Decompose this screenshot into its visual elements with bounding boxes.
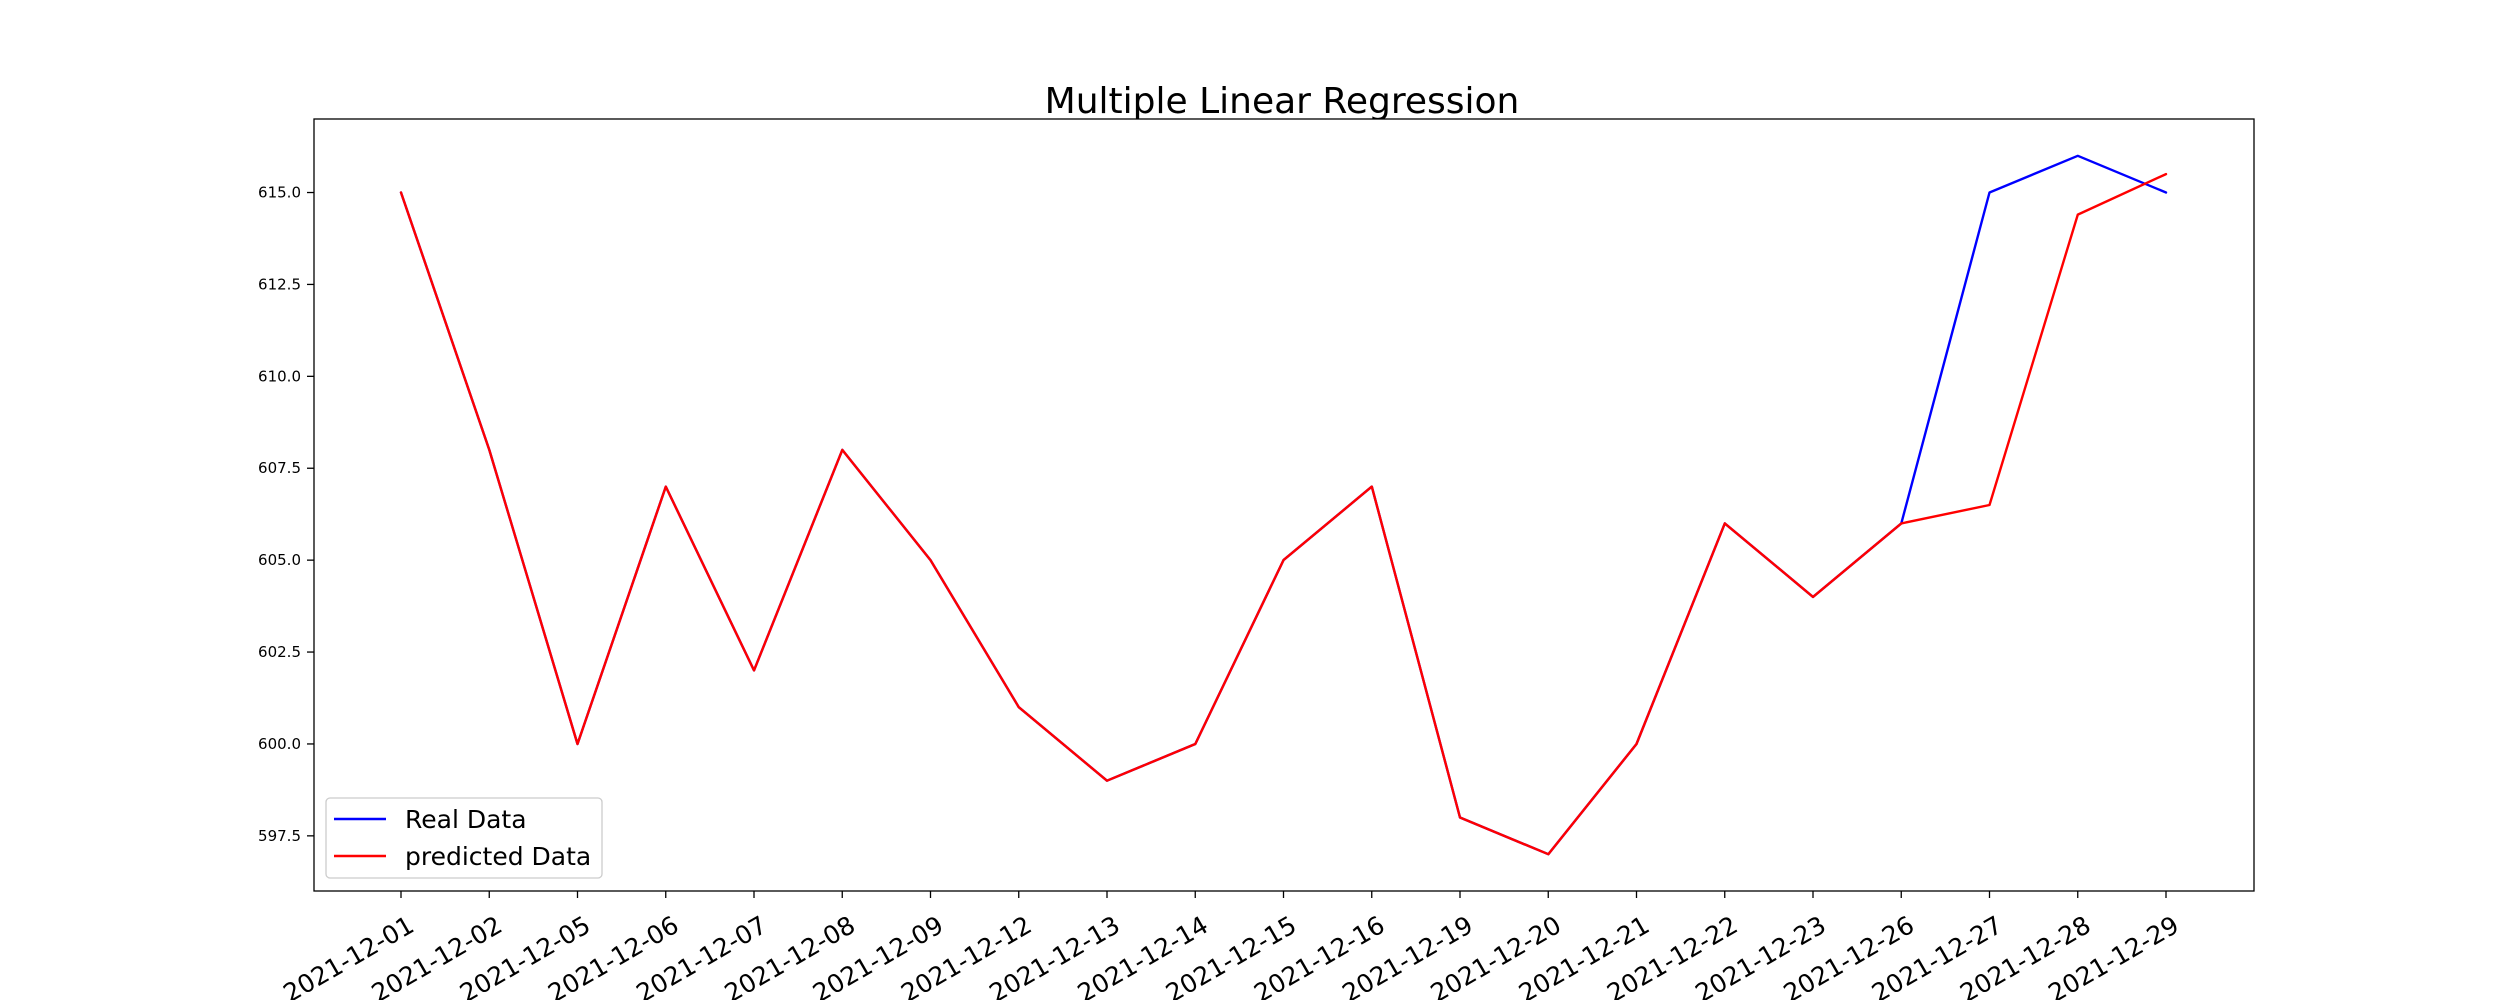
y-tick-label: 615.0 <box>258 184 301 202</box>
y-tick-label: 597.5 <box>258 827 301 845</box>
y-tick-label: 605.0 <box>258 551 301 569</box>
series-line-predicted-data <box>399 172 2168 856</box>
y-tick-label: 610.0 <box>258 367 301 385</box>
y-axis: 597.5 600.0 602.5 605.0 607.5 610.0 612.5 615.0 <box>258 184 314 845</box>
y-tick-label: 607.5 <box>258 459 301 477</box>
legend-label: Real Data <box>405 805 527 834</box>
y-tick-label: 612.5 <box>258 275 301 293</box>
y-tick-label: 600.0 <box>258 735 301 753</box>
chart-title: Multiple Linear Regression <box>1045 81 1520 122</box>
plot-background <box>314 119 2254 891</box>
x-axis: 2021-12-012021-12-022021-12-052021-12-06… <box>278 891 2184 1000</box>
y-tick-label: 602.5 <box>258 643 301 661</box>
legend-box <box>325 797 603 879</box>
legend: Real Data predicted Data <box>325 797 603 879</box>
legend-label: predicted Data <box>405 842 591 871</box>
plot-area <box>314 119 2254 891</box>
